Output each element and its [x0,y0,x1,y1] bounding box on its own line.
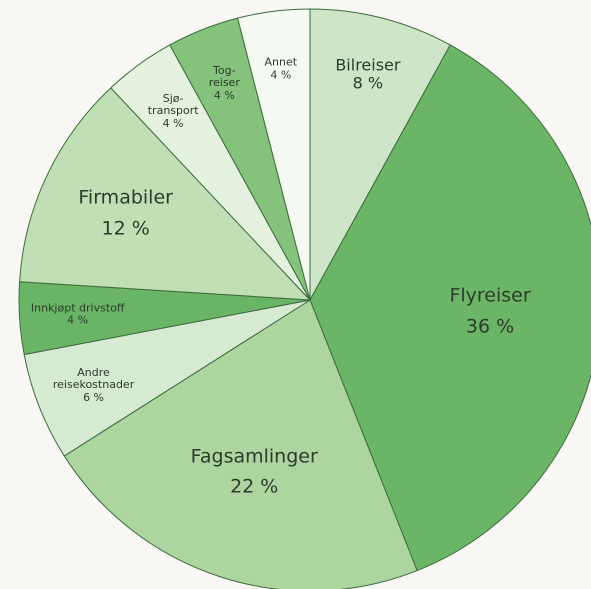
category-name: Fagsamlinger [190,445,318,468]
pie-slice [237,8,311,301]
value-label: 36 % [465,315,515,338]
slice-label: Fagsamlinger 22 % [191,441,318,502]
pie-slice [309,8,451,301]
value-label: 4 % [162,116,184,130]
slice-label: Annet 4 % [265,56,298,81]
slice-label: Flyreiser 36 % [449,281,530,342]
category-name: Firmabiler [78,186,173,209]
slice-label: Tog- reiser 4 % [208,63,240,103]
category-name: Flyreiser [449,284,531,307]
value-label: 4 % [67,313,89,327]
slice-label: Andre reisekostnader 6 % [52,365,135,405]
category-name: Andre reisekostnader [52,365,135,392]
pie-slice [63,299,418,589]
value-label: 12 % [101,217,150,240]
slice-label: Sjø- transport 4 % [147,91,199,131]
slice-label: Bilreiser 8 % [335,55,401,93]
category-name: Sjø- transport [147,91,199,118]
category-name: Innkjøpt drivstoff [30,300,125,314]
value-label: 22 % [230,475,279,498]
slice-label: Innkjøpt drivstoff 4 % [30,300,125,327]
slice-label: Firmabiler 12 % [78,183,173,244]
category-name: Annet [264,55,298,69]
category-name: Tog- reiser [208,63,240,90]
value-label: 6 % [83,391,105,405]
pie-slice [309,44,591,572]
value-label: 4 % [270,68,292,82]
value-label: 8 % [352,73,384,93]
category-name: Bilreiser [335,55,401,75]
value-label: 4 % [213,88,235,102]
pie-slice [19,87,312,301]
